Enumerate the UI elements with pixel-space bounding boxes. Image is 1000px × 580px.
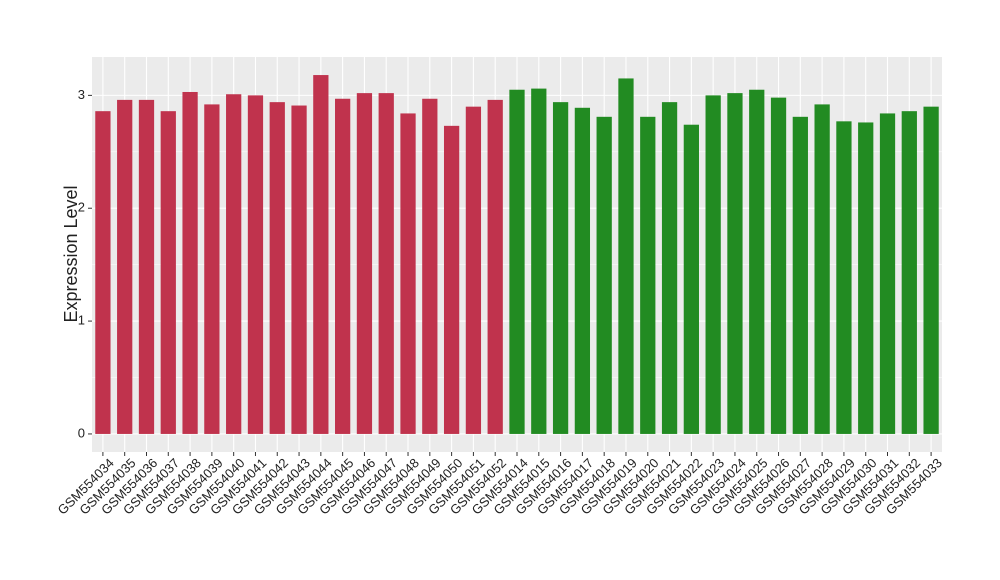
bar — [901, 111, 917, 434]
bar — [661, 102, 678, 434]
bar — [858, 122, 874, 434]
bar — [792, 116, 808, 434]
bar — [160, 111, 176, 434]
bar — [683, 124, 699, 434]
bar — [443, 125, 460, 434]
bar — [596, 116, 612, 434]
bar — [879, 113, 896, 434]
y-tick-label: 2 — [78, 200, 85, 215]
bar — [552, 102, 569, 434]
bar — [291, 105, 307, 434]
y-tick-label: 1 — [78, 313, 85, 328]
bar — [814, 104, 830, 434]
bar — [465, 106, 482, 434]
bar — [182, 91, 198, 434]
y-axis-label: Expression Level — [61, 185, 81, 322]
bar — [749, 89, 765, 434]
bar — [356, 93, 373, 434]
bar — [509, 89, 525, 434]
bar — [422, 98, 438, 434]
bar — [487, 99, 503, 434]
bar — [117, 99, 133, 434]
bar — [247, 95, 264, 434]
bar — [269, 102, 285, 434]
bar — [727, 93, 743, 434]
bar — [226, 94, 242, 434]
y-tick-label: 3 — [78, 87, 85, 102]
bar — [204, 104, 220, 434]
y-tick-label: 0 — [78, 425, 85, 440]
bar — [923, 106, 939, 434]
bar — [335, 98, 351, 434]
bar — [574, 107, 591, 434]
bar — [95, 111, 111, 434]
bar — [618, 78, 634, 434]
bar — [378, 93, 394, 434]
bar — [138, 99, 155, 434]
bar — [531, 88, 547, 434]
bar — [640, 116, 656, 434]
bar — [313, 75, 329, 434]
bar — [705, 95, 721, 434]
bar — [400, 113, 416, 434]
bar — [836, 121, 852, 434]
bar — [770, 97, 787, 434]
